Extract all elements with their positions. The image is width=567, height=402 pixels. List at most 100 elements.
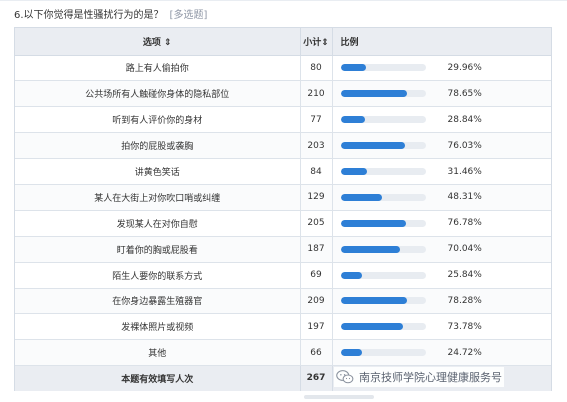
option-percent: 25.84% (447, 270, 482, 281)
table-header-row: 选项 ⇕ 小计⇕ 比例 (15, 28, 551, 56)
option-column-header[interactable]: 选项 ⇕ (15, 28, 301, 56)
option-label: 公共场所有人触碰你身体的隐私部位 (15, 80, 301, 108)
progress-bar-fill (340, 297, 408, 305)
progress-bar-fill (340, 245, 401, 253)
progress-bar-fill (340, 219, 406, 227)
total-label: 本题有效填写人次 (15, 365, 301, 391)
watermark-text: 南京技师学院心理健康服务号 (359, 371, 502, 384)
option-count: 210 (300, 80, 333, 108)
option-count: 205 (300, 210, 333, 237)
progress-bar-fill (340, 168, 368, 175)
table-body: 路上有人偷拍你 80 29.96% 公共场所有人触碰你身体的隐私部位 210 78.65%… (15, 55, 551, 367)
wechat-icon (336, 370, 354, 384)
option-percent: 73.78% (447, 321, 482, 332)
progress-bar-track (340, 245, 426, 253)
ratio-column-header: 比例 (332, 28, 551, 56)
table-row: 发现某人在对你自慰 205 76.78% (15, 210, 551, 237)
table-row: 发裸体照片或视频 197 73.78% (15, 313, 551, 341)
option-label: 路上有人偷拍你 (15, 55, 301, 82)
ratio-cell: 76.03% (332, 132, 551, 160)
top-divider (0, 0, 567, 1)
progress-bar-track (340, 90, 426, 98)
option-percent: 29.96% (447, 62, 482, 73)
progress-bar-track (340, 219, 426, 227)
option-count: 77 (300, 106, 333, 134)
option-percent: 24.72% (447, 347, 482, 358)
ratio-cell: 48.31% (332, 184, 551, 211)
table-row: 路上有人偷拍你 80 29.96% (15, 55, 551, 82)
progress-bar-fill (340, 193, 382, 201)
option-count: 66 (300, 339, 333, 367)
ratio-cell: 28.84% (332, 106, 551, 134)
ratio-cell: 70.04% (332, 236, 551, 263)
question-title: 6.以下你觉得是性骚扰行为的是？ [多选题] (14, 6, 207, 21)
count-column-header[interactable]: 小计⇕ (300, 28, 333, 56)
option-count: 129 (300, 184, 333, 211)
table-row: 某人在大街上对你吹口哨或纠缠 129 48.31% (15, 184, 551, 211)
progress-bar-track (340, 349, 426, 357)
results-table-container: 选项 ⇕ 小计⇕ 比例 路上有人偷拍你 80 29.96% 公共场所有人触碰你身体的隐… (14, 27, 552, 391)
option-count: 187 (300, 236, 333, 263)
option-label: 听到有人评价你的身材 (15, 106, 301, 134)
question-type-tag: [多选题] (169, 10, 208, 21)
option-count: 80 (300, 55, 333, 82)
option-label: 陌生人要你的联系方式 (15, 262, 301, 289)
ratio-cell: 25.84% (332, 262, 551, 289)
table-row: 盯着你的胸或屁股看 187 70.04% (15, 236, 551, 263)
progress-bar-track (340, 116, 426, 124)
table-row: 其他 66 24.72% (15, 339, 551, 367)
table-row: 陌生人要你的联系方式 69 25.84% (15, 262, 551, 289)
table-row: 在你身边暴露生殖器官 209 78.28% (15, 288, 551, 315)
option-count: 69 (300, 262, 333, 289)
results-table: 选项 ⇕ 小计⇕ 比例 路上有人偷拍你 80 29.96% 公共场所有人触碰你身体的隐… (15, 28, 551, 391)
table-row: 听到有人评价你的身材 77 28.84% (15, 106, 551, 134)
ratio-cell: 76.78% (332, 210, 551, 237)
progress-bar-fill (340, 142, 406, 150)
progress-bar-fill (340, 64, 366, 72)
option-label: 在你身边暴露生殖器官 (15, 288, 301, 315)
ratio-cell: 31.46% (332, 158, 551, 185)
option-percent: 48.31% (447, 192, 482, 203)
option-count: 209 (300, 288, 333, 315)
option-label: 讲黄色笑话 (15, 158, 301, 185)
progress-bar-track (340, 323, 426, 331)
watermark: 南京技师学院心理健康服务号 (334, 367, 504, 387)
progress-bar-track (340, 142, 426, 150)
option-label: 拍你的屁股或袭胸 (15, 132, 301, 160)
option-label: 盯着你的胸或屁股看 (15, 236, 301, 263)
option-percent: 28.84% (447, 114, 482, 125)
option-label: 某人在大街上对你吹口哨或纠缠 (15, 184, 301, 211)
horizontal-scrollbar[interactable] (304, 395, 374, 399)
option-label: 发现某人在对你自慰 (15, 210, 301, 237)
option-label: 发裸体照片或视频 (15, 313, 301, 341)
total-count: 267 (300, 365, 333, 391)
option-percent: 78.65% (447, 88, 482, 99)
option-label: 其他 (15, 339, 301, 367)
progress-bar-fill (340, 90, 408, 98)
ratio-cell: 78.28% (332, 288, 551, 315)
option-percent: 76.78% (447, 218, 482, 229)
option-percent: 78.28% (447, 295, 482, 306)
question-text: 6.以下你觉得是性骚扰行为的是？ (14, 10, 164, 21)
progress-bar-fill (340, 349, 362, 357)
option-count: 203 (300, 132, 333, 160)
table-row: 公共场所有人触碰你身体的隐私部位 210 78.65% (15, 80, 551, 108)
progress-bar-track (340, 193, 426, 201)
option-count: 197 (300, 313, 333, 341)
progress-bar-track (340, 297, 426, 305)
option-percent: 31.46% (447, 166, 482, 177)
option-percent: 70.04% (447, 244, 482, 255)
progress-bar-track (340, 168, 426, 175)
progress-bar-fill (340, 116, 365, 124)
ratio-cell: 78.65% (332, 80, 551, 108)
ratio-cell: 73.78% (332, 313, 551, 341)
progress-bar-track (340, 271, 426, 279)
table-row: 拍你的屁股或袭胸 203 76.03% (15, 132, 551, 160)
ratio-cell: 29.96% (332, 55, 551, 82)
option-count: 84 (300, 158, 333, 185)
progress-bar-fill (340, 271, 363, 279)
ratio-cell: 24.72% (332, 339, 551, 367)
progress-bar-fill (340, 323, 404, 331)
progress-bar-track (340, 64, 426, 72)
option-percent: 76.03% (447, 140, 482, 151)
